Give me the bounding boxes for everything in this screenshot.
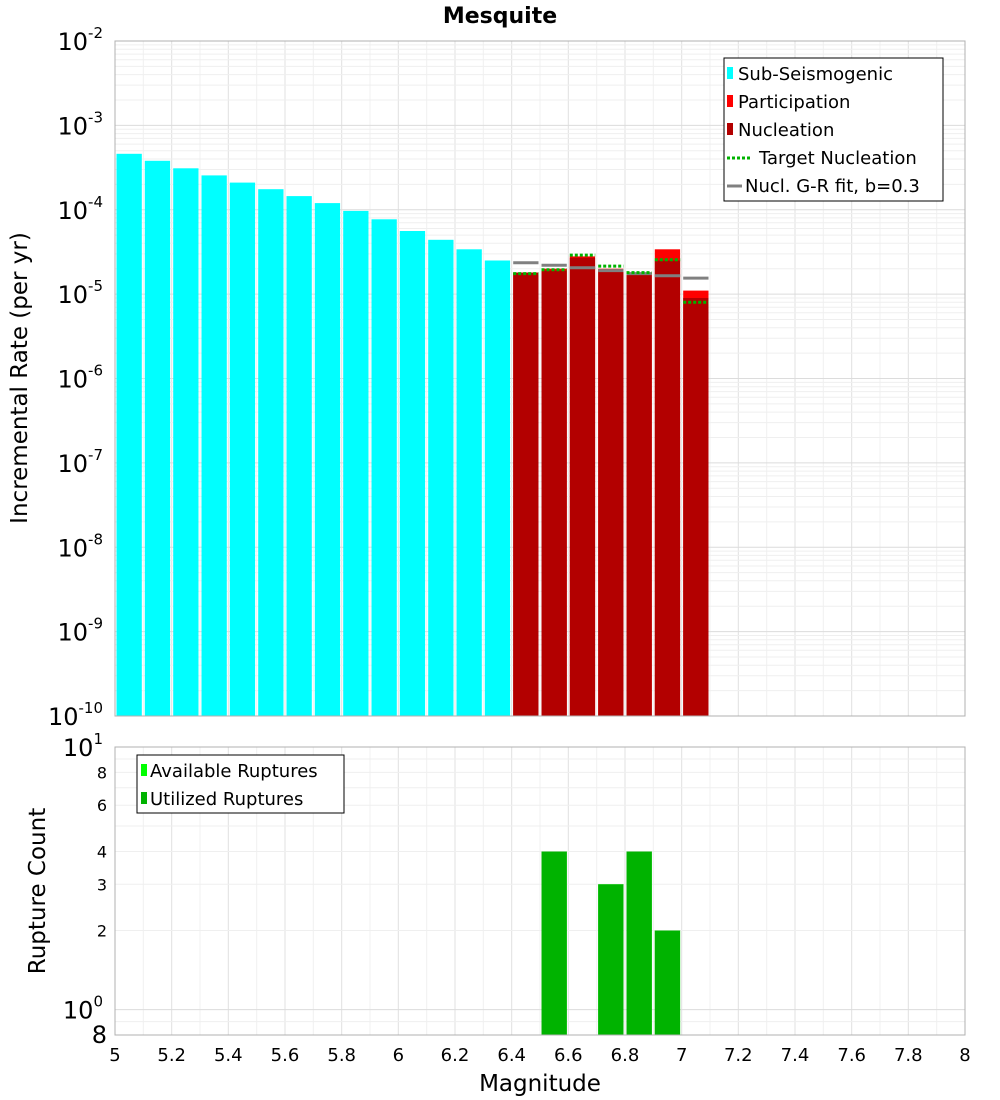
bar-sub-seismogenic xyxy=(144,160,171,717)
x-tick-label: 6.2 xyxy=(441,1045,470,1066)
x-tick-label: 7.4 xyxy=(781,1045,810,1066)
legend-swatch-nucleation xyxy=(727,123,733,135)
top-y-tick-label: 10-5 xyxy=(57,277,103,309)
bottom-legend-frame xyxy=(136,754,345,814)
top-y-tick-label: 10-7 xyxy=(57,446,103,478)
bar-sub-seismogenic xyxy=(399,231,426,716)
x-tick-label: 7 xyxy=(676,1045,687,1066)
bar-nucleation xyxy=(598,270,624,716)
top-y-tick-label: 10-6 xyxy=(57,362,103,394)
top-legend-frame xyxy=(723,57,944,202)
x-axis-label: Magnitude xyxy=(479,1071,601,1097)
bottom-y-minor-tick-label: 2 xyxy=(97,922,107,941)
x-tick-label: 5 xyxy=(109,1045,120,1066)
legend-swatch-participation xyxy=(727,95,733,107)
bar-nucleation xyxy=(654,260,681,716)
bar-utilized-ruptures xyxy=(654,930,681,1035)
legend-label-participation: Participation xyxy=(738,92,850,113)
x-tick-label: 5.2 xyxy=(157,1045,186,1066)
top-y-tick-label: 10-2 xyxy=(57,24,103,56)
top-y-tick-label: 10-8 xyxy=(57,530,103,562)
bottom-y-major-tick-label: 101 xyxy=(63,730,103,762)
top-y-axis-label: Incremental Rate (per yr) xyxy=(7,232,33,524)
bar-utilized-ruptures xyxy=(626,851,652,1035)
bar-sub-seismogenic xyxy=(258,189,284,716)
bar-sub-seismogenic xyxy=(371,219,397,717)
legend-swatch-utilized-ruptures xyxy=(141,792,147,804)
legend-label-utilized-ruptures: Utilized Ruptures xyxy=(150,789,303,810)
x-tick-label: 5.4 xyxy=(214,1045,243,1066)
bottom-bars xyxy=(541,851,681,1035)
bar-sub-seismogenic xyxy=(201,175,227,716)
bar-utilized-ruptures xyxy=(598,884,624,1035)
bar-sub-seismogenic xyxy=(314,203,341,717)
legend-label-nucleation: Nucleation xyxy=(738,120,834,141)
top-legend: Sub-Seismogenic Participation Nucleation… xyxy=(723,57,944,202)
bar-sub-seismogenic xyxy=(428,239,454,717)
x-tick-label: 7.8 xyxy=(894,1045,923,1066)
legend-label-sub-seismogenic: Sub-Seismogenic xyxy=(738,64,893,85)
bottom-legend: Available Ruptures Utilized Ruptures xyxy=(136,754,345,814)
bottom-y-minor-tick-label: 3 xyxy=(97,875,107,894)
legend-label-target-nucleation: Target Nucleation xyxy=(758,148,917,169)
legend-swatch-sub-seismogenic xyxy=(727,67,733,79)
x-tick-label: 7.2 xyxy=(724,1045,753,1066)
bar-nucleation xyxy=(513,272,539,716)
bar-nucleation xyxy=(569,257,596,716)
bar-sub-seismogenic xyxy=(173,168,199,717)
bottom-y-minor-tick-label: 8 xyxy=(97,763,107,782)
bottom-y-major-tick-label: 100 xyxy=(63,993,103,1025)
x-tick-label: 8 xyxy=(959,1045,970,1066)
top-y-tick-labels: 10-10 10-9 10-8 10-7 10-6 10-5 10-4 10-3 10-2 xyxy=(48,24,103,731)
bar-nucleation xyxy=(683,298,709,716)
x-tick-label: 6.6 xyxy=(554,1045,583,1066)
top-grid xyxy=(114,41,966,717)
top-y-tick-label: 10-4 xyxy=(57,193,103,225)
x-tick-labels: 5 5.2 5.4 5.6 5.8 6 6.2 6.4 6.6 6.8 7 7.2 7.4 7.6 7.8 8 xyxy=(109,1045,970,1066)
x-tick-label: 5.6 xyxy=(271,1045,300,1066)
bar-sub-seismogenic xyxy=(116,153,142,717)
top-y-tick-label: 10-9 xyxy=(57,615,103,647)
top-y-tick-label: 10-10 xyxy=(48,699,103,731)
bottom-y-axis-label: Rupture Count xyxy=(25,808,51,974)
bar-sub-seismogenic xyxy=(484,260,511,716)
bottom-plot-frame xyxy=(114,746,966,1036)
legend-label-available-ruptures: Available Ruptures xyxy=(150,761,318,782)
bar-sub-seismogenic xyxy=(229,182,256,717)
top-plot-frame xyxy=(114,40,966,717)
legend-label-gr-fit: Nucl. G-R fit, b=0.3 xyxy=(745,176,920,197)
bar-nucleation xyxy=(541,270,567,716)
top-lines xyxy=(513,253,709,304)
x-tick-label: 5.8 xyxy=(327,1045,356,1066)
top-bars xyxy=(116,153,709,717)
bottom-y-minor-tick-label: 4 xyxy=(97,843,107,862)
bar-sub-seismogenic xyxy=(343,210,369,716)
x-tick-label: 6.4 xyxy=(497,1045,526,1066)
legend-swatch-available-ruptures xyxy=(141,764,147,776)
bar-utilized-ruptures xyxy=(541,851,567,1035)
top-y-tick-label: 10-3 xyxy=(57,108,103,140)
bottom-y-minor-tick-label: 8 xyxy=(92,1021,107,1049)
x-tick-label: 6 xyxy=(393,1045,404,1066)
x-tick-label: 6.8 xyxy=(611,1045,640,1066)
x-tick-label: 7.6 xyxy=(837,1045,866,1066)
bottom-y-minor-tick-label: 6 xyxy=(97,796,107,815)
bar-sub-seismogenic xyxy=(286,196,312,717)
bar-nucleation xyxy=(626,274,652,716)
chart-title: Mesquite xyxy=(443,4,557,29)
bar-sub-seismogenic xyxy=(456,249,482,717)
